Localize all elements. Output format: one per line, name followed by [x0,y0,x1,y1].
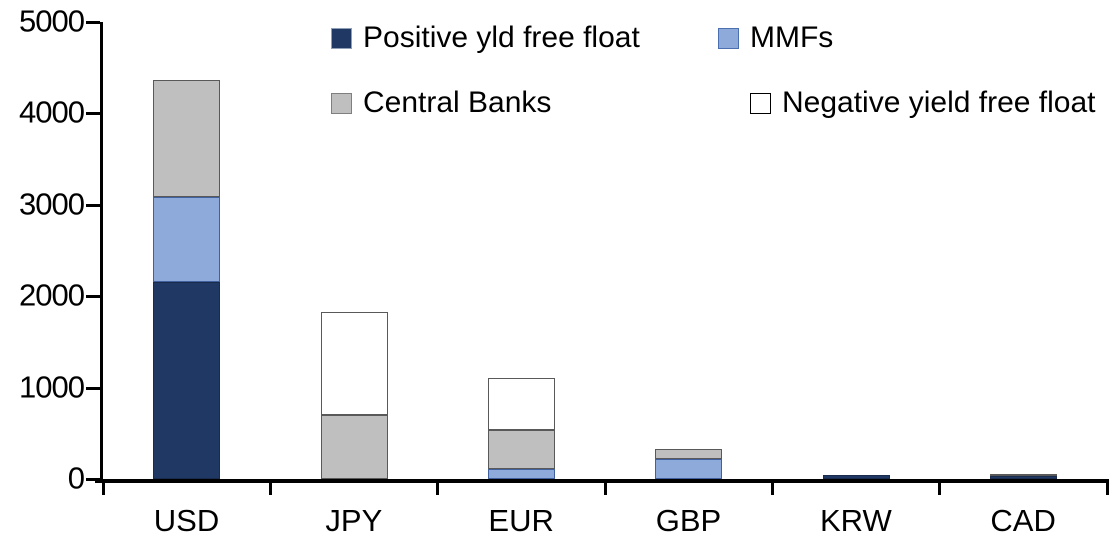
legend-swatch-icon [331,92,352,114]
x-axis-category-label: KRW [819,503,892,538]
legend-item-central-banks: Central Banks [331,86,551,120]
x-axis-tick [101,483,105,495]
legend-item-positive-yld-free-float: Positive yld free float [331,21,640,55]
x-axis-category-label: EUR [488,503,554,538]
x-axis-tick [436,483,440,495]
x-axis-tick [603,483,607,495]
y-axis-tick [86,21,100,24]
bar-segment-negative-yield-free-float [320,311,388,416]
bar-usd [153,79,221,479]
bar-segment-central-banks [153,79,221,198]
bar-segment-central-banks [320,415,388,479]
x-axis-tick [938,483,942,495]
legend-swatch-icon [750,92,771,114]
x-axis-category-label: CAD [990,503,1056,538]
legend-item-negative-yield-free-float: Negative yield free float [750,86,1096,120]
bar-cad [989,473,1057,479]
x-axis-line [95,479,1109,483]
x-axis-category-label: GBP [655,503,722,538]
legend-item-mmfs: MMFs [718,21,833,55]
bar-segment-central-banks [989,473,1057,476]
y-axis-tick-label: 3000 [19,186,85,222]
x-axis-category-label: JPY [325,503,383,538]
legend-swatch-icon [331,27,352,49]
bar-gbp [655,448,723,479]
bar-segment-positive-yld-free-float [989,475,1057,479]
bar-jpy [320,311,388,479]
y-axis-tick-label: 5000 [19,3,85,39]
bar-segment-mmfs [153,197,221,283]
bar-segment-mmfs [487,468,555,479]
bar-segment-positive-yld-free-float [822,474,890,479]
bar-segment-central-banks [655,448,723,459]
legend-swatch-icon [718,27,739,49]
bar-segment-central-banks [487,429,555,469]
y-axis-tick [86,386,100,390]
y-axis-tick [86,203,100,207]
y-axis-tick [86,478,100,481]
x-axis-tick [268,483,272,495]
bar-eur [487,378,555,479]
y-axis-tick-label: 4000 [19,94,85,130]
legend-label: Negative yield free float [782,86,1096,119]
bar-segment-mmfs [655,458,723,479]
legend-label: MMFs [750,21,834,54]
x-axis-category-label: USD [153,503,220,538]
y-axis-tick [86,112,100,116]
y-axis-tick-label: 2000 [19,277,85,313]
y-axis-tick-label: 0 [67,460,85,496]
x-axis-tick [1105,483,1109,495]
legend-label: Central Banks [363,86,552,119]
y-axis-tick [86,295,100,299]
x-axis-tick [770,483,774,495]
bar-segment-positive-yld-free-float [153,282,221,479]
bar-segment-negative-yield-free-float [487,378,555,430]
y-axis-tick-label: 1000 [19,368,85,404]
bar-krw [822,474,890,479]
legend-label: Positive yld free float [363,21,640,54]
y-axis-line [100,22,103,483]
